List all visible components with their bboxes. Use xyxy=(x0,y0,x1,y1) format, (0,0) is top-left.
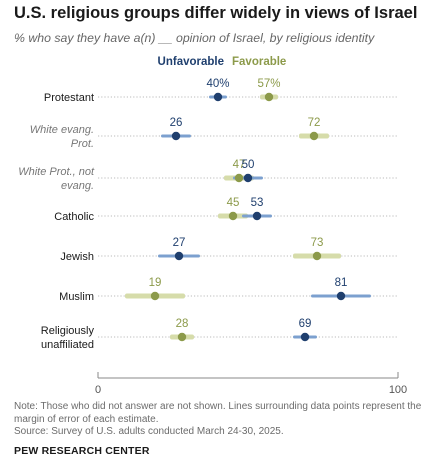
row-label-jewish: Jewish xyxy=(60,251,94,263)
row-label-muslim: Muslim xyxy=(59,291,94,303)
value-label-favorable-catholic: 45 xyxy=(227,197,240,209)
legend: Unfavorable Favorable xyxy=(158,56,287,68)
value-label-unfavorable-white-evang-prot: 26 xyxy=(170,117,183,129)
dot-unfavorable-white-evang-prot xyxy=(171,131,181,141)
row-label-white-prot-not-evang-line1: White Prot., not xyxy=(18,166,95,178)
value-label-favorable-protestant: 57% xyxy=(257,78,280,90)
chart-title: U.S. religious groups differ widely in v… xyxy=(14,4,418,22)
row-label-religiously-unaffiliated-line2: unaffiliated xyxy=(41,339,94,351)
value-label-unfavorable-religiously-unaffiliated: 69 xyxy=(299,318,312,330)
value-label-unfavorable-protestant: 40% xyxy=(206,78,229,90)
value-label-favorable-muslim: 19 xyxy=(149,277,162,289)
value-label-favorable-religiously-unaffiliated: 28 xyxy=(176,318,189,330)
dot-unfavorable-white-prot-not-evang xyxy=(243,173,253,183)
dot-favorable-white-prot-not-evang xyxy=(234,173,244,183)
legend-favorable: Favorable xyxy=(232,56,286,68)
chart-rows: Protestant 57% 40% White evang. Prot. 72 26 Whi… xyxy=(18,78,398,351)
dot-favorable-jewish xyxy=(312,251,322,261)
row-label-white-prot-not-evang-line2: evang. xyxy=(61,180,94,192)
x-axis: 0 100 xyxy=(95,372,407,396)
value-label-unfavorable-muslim: 81 xyxy=(335,277,348,289)
row-label-protestant: Protestant xyxy=(44,92,94,104)
dot-unfavorable-catholic xyxy=(252,211,262,221)
dot-plot: Unfavorable Favorable Protestant 57% 40% Wh… xyxy=(18,56,407,396)
dot-unfavorable-muslim xyxy=(336,291,346,301)
row-label-white-evang-prot-line2: Prot. xyxy=(71,138,94,150)
dot-unfavorable-religiously-unaffiliated xyxy=(300,332,310,342)
dot-favorable-muslim xyxy=(150,291,160,301)
value-label-favorable-white-prot-not-evang: 47 xyxy=(233,159,246,171)
value-label-unfavorable-jewish: 27 xyxy=(173,237,186,249)
value-label-favorable-jewish: 73 xyxy=(311,237,324,249)
dot-favorable-white-evang-prot xyxy=(309,131,319,141)
chart-source: Source: Survey of U.S. adults conducted … xyxy=(14,426,284,437)
value-label-unfavorable-catholic: 53 xyxy=(251,197,264,209)
dot-unfavorable-jewish xyxy=(174,251,184,261)
row-label-white-evang-prot-line1: White evang. xyxy=(30,124,94,136)
x-tick-label-0: 0 xyxy=(95,384,101,396)
dot-favorable-protestant xyxy=(264,92,274,102)
value-label-favorable-white-evang-prot: 72 xyxy=(308,117,321,129)
dot-favorable-religiously-unaffiliated xyxy=(177,332,187,342)
chart-subtitle: % who say they have a(n) __ opinion of I… xyxy=(14,31,375,45)
legend-unfavorable: Unfavorable xyxy=(158,56,224,68)
x-tick-label-100: 100 xyxy=(389,384,407,396)
dot-favorable-catholic xyxy=(228,211,238,221)
value-label-unfavorable-white-prot-not-evang: 50 xyxy=(242,159,255,171)
row-label-catholic: Catholic xyxy=(54,211,94,223)
dot-unfavorable-protestant xyxy=(213,92,223,102)
chart-note: Note: Those who did not answer are not s… xyxy=(14,401,422,425)
row-label-religiously-unaffiliated-line1: Religiously xyxy=(41,325,95,337)
pew-logo-text: PEW RESEARCH CENTER xyxy=(14,445,150,457)
